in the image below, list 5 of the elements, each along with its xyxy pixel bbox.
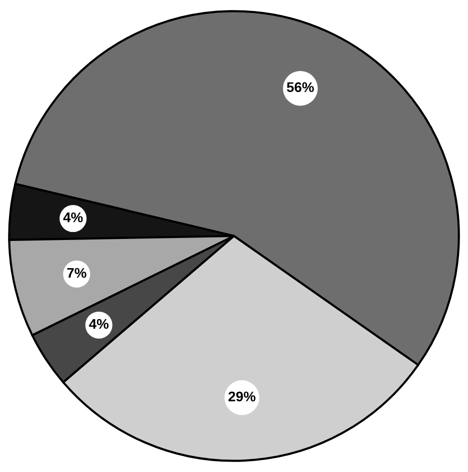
data-label: 4% bbox=[63, 212, 83, 222]
data-label: 29% bbox=[228, 392, 256, 402]
data-label: 56% bbox=[286, 82, 314, 92]
data-label: 7% bbox=[67, 268, 86, 278]
data-label: 4% bbox=[89, 319, 109, 329]
